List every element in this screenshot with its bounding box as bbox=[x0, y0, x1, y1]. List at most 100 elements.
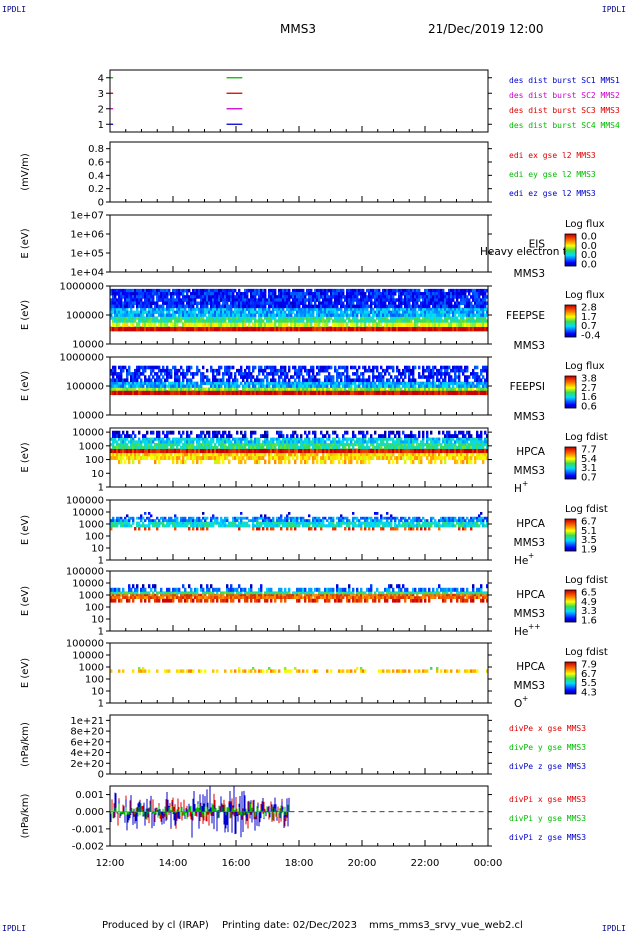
colorbar-tick-label: 3.8 bbox=[581, 374, 597, 385]
colorbar bbox=[565, 376, 576, 409]
colorbar bbox=[565, 519, 576, 552]
x-tick-label: 12:00 bbox=[96, 858, 125, 869]
y-axis-label: E (eV) bbox=[20, 586, 31, 616]
y-tick-label: 100000 bbox=[66, 382, 104, 393]
y-tick-label: 0 bbox=[98, 770, 104, 781]
species-charge: + bbox=[528, 551, 534, 560]
y-tick-label: -0.001 bbox=[72, 824, 104, 835]
spacecraft-label: MMS3 bbox=[514, 465, 545, 477]
spectrogram-image bbox=[110, 512, 489, 531]
species-label: He bbox=[514, 555, 528, 567]
legend-label: edi ez gse l2 MMS3 bbox=[509, 189, 596, 198]
colorbar-frame bbox=[564, 446, 577, 480]
panel-frame bbox=[109, 214, 489, 273]
colorbar-tick-label: 0.6 bbox=[581, 402, 597, 413]
legend-label: divPe x gse MMS3 bbox=[509, 724, 586, 733]
y-tick-label: 1 bbox=[98, 699, 104, 710]
y-tick-label: -0.002 bbox=[72, 842, 104, 853]
datetime-title: 21/Dec/2019 12:00 bbox=[428, 22, 544, 36]
divPi-traces bbox=[109, 786, 290, 838]
x-tick-label: 16:00 bbox=[222, 858, 251, 869]
colorbar-tick-label: 0.7 bbox=[581, 321, 597, 332]
colorbar-tick-label: 5.1 bbox=[581, 526, 597, 537]
colorbar-tick-label: 5.4 bbox=[581, 454, 597, 465]
y-tick-label: 0.2 bbox=[88, 184, 104, 195]
instrument-label: HPCA bbox=[516, 589, 546, 601]
corner-label-bottom-left: IPDLI bbox=[2, 924, 27, 933]
y-axis-label: (mV/m) bbox=[20, 153, 31, 191]
legend-label: divPi y gse MMS3 bbox=[509, 814, 586, 823]
panel-6: 1 10 100 1000 10000 E (eV) HPCA MMS3 H + Log fdist… bbox=[20, 427, 608, 495]
species-label: He bbox=[514, 626, 528, 638]
colorbar-tick-label: 3.3 bbox=[581, 606, 597, 617]
y-tick-label: 0.8 bbox=[88, 144, 104, 155]
y-axis-label: E (eV) bbox=[20, 300, 31, 330]
x-tick-label: 18:00 bbox=[285, 858, 314, 869]
colorbar bbox=[565, 305, 576, 338]
colorbar-tick-label: 4.9 bbox=[581, 597, 597, 608]
y-tick-label: 100 bbox=[85, 532, 104, 543]
colorbar-tick-label: 0.0 bbox=[581, 232, 597, 243]
y-tick-label: 8e+20 bbox=[70, 727, 104, 738]
legend-label: edi ex gse l2 MMS3 bbox=[509, 151, 596, 160]
x-tick-label: 00:00 bbox=[474, 858, 503, 869]
legend-label: divPi z gse MMS3 bbox=[509, 833, 586, 842]
y-axis-label: (nPa/km) bbox=[20, 794, 31, 839]
legend-label: divPe y gse MMS3 bbox=[509, 743, 586, 752]
colorbar-tick-label: 4.3 bbox=[581, 688, 597, 699]
colorbar bbox=[565, 447, 576, 480]
spacecraft-label: MMS3 bbox=[514, 537, 545, 549]
y-tick-label: 10000 bbox=[72, 428, 104, 439]
colorbar-tick-label: 6.7 bbox=[581, 517, 597, 528]
legend-label: des dist burst SC2 MMS2 bbox=[509, 91, 620, 100]
y-tick-label: 100000 bbox=[66, 639, 104, 650]
instrument-label: FEEPSI bbox=[510, 381, 545, 393]
colorbar-frame bbox=[564, 233, 577, 267]
y-tick-label: 1000000 bbox=[59, 353, 104, 364]
colorbar bbox=[565, 234, 576, 267]
y-tick-label: 4 bbox=[98, 73, 104, 84]
legend-label: divPe z gse MMS3 bbox=[509, 762, 586, 771]
instrument-label: EIS bbox=[529, 239, 546, 251]
colorbar-tick-label: 0.0 bbox=[581, 260, 597, 271]
colorbar-tick-label: 5.5 bbox=[581, 678, 597, 689]
colorbar-title: Log fdist bbox=[565, 647, 608, 658]
y-tick-label: 1e+21 bbox=[70, 716, 104, 727]
species-charge: ++ bbox=[528, 622, 541, 631]
y-tick-label: 10000 bbox=[72, 508, 104, 519]
colorbar-tick-label: 1.7 bbox=[581, 312, 597, 323]
y-tick-label: 10 bbox=[91, 544, 104, 555]
footer-printing-date: Printing date: 02/Dec/2023 bbox=[222, 920, 358, 931]
colorbar-tick-label: 1.9 bbox=[581, 545, 597, 556]
colorbar-tick-label: 7.7 bbox=[581, 445, 597, 456]
panel-frame bbox=[109, 499, 489, 561]
y-tick-label: 10000 bbox=[72, 651, 104, 662]
spectrogram-image bbox=[110, 584, 489, 603]
colorbar-tick-label: 1.6 bbox=[581, 392, 597, 403]
y-tick-label: 0.000 bbox=[75, 807, 104, 818]
panel-3: 1e+04 1e+05 1e+06 1e+07 E (eV) EIS MMS3 Heavy e… bbox=[20, 211, 605, 281]
y-axis-label: E (eV) bbox=[20, 371, 31, 401]
panel-frame bbox=[109, 714, 489, 775]
y-tick-label: 10000 bbox=[72, 411, 104, 422]
y-tick-label: 1e+05 bbox=[70, 249, 104, 260]
colorbar-tick-label: 2.8 bbox=[581, 303, 597, 314]
colorbar-frame bbox=[564, 375, 577, 409]
y-tick-label: 1 bbox=[98, 120, 104, 131]
y-tick-label: 1e+04 bbox=[70, 268, 104, 279]
instrument-label: HPCA bbox=[516, 661, 546, 673]
y-tick-label: 10 bbox=[91, 687, 104, 698]
x-tick-label: 14:00 bbox=[159, 858, 188, 869]
spacecraft-title: MMS3 bbox=[280, 22, 316, 36]
spectrogram-image bbox=[110, 288, 489, 332]
colorbar-frame bbox=[564, 518, 577, 552]
y-tick-label: 100000 bbox=[66, 311, 104, 322]
y-tick-label: 0.4 bbox=[88, 171, 104, 182]
y-tick-label: 1000 bbox=[79, 441, 104, 452]
panel-5: 10000 100000 1000000 E (eV) FEEPSI MMS3 Log fl… bbox=[20, 353, 605, 424]
y-tick-label: 100 bbox=[85, 603, 104, 614]
y-tick-label: 1000 bbox=[79, 663, 104, 674]
